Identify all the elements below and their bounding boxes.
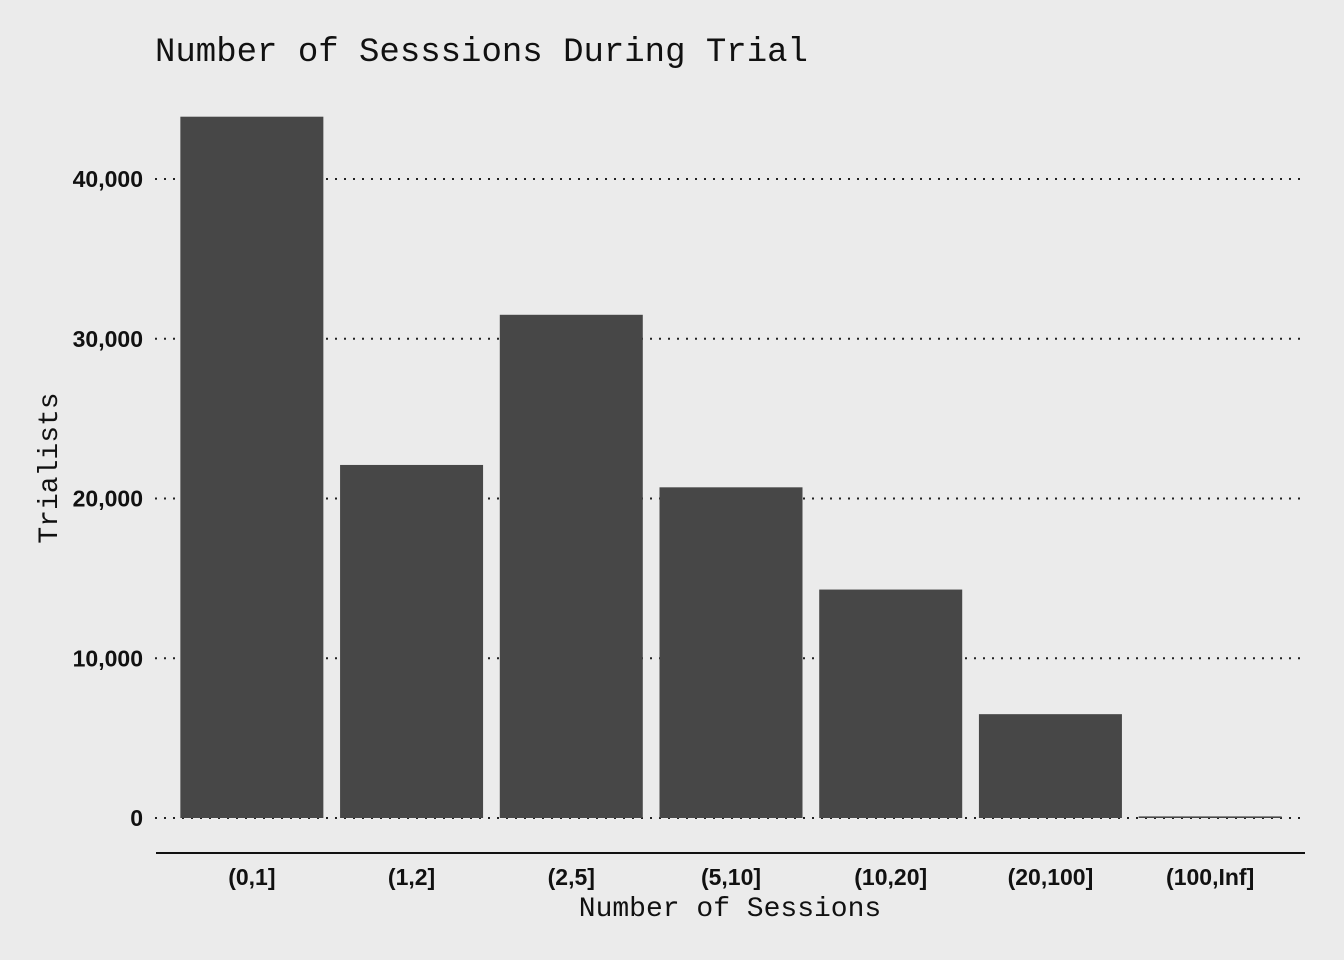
x-axis-title: Number of Sessions — [579, 894, 881, 925]
bar — [499, 314, 643, 818]
x-tick-label: (1,2] — [388, 864, 435, 890]
y-tick-label: 20,000 — [73, 486, 143, 512]
bar — [819, 589, 963, 818]
bar — [340, 464, 484, 818]
x-tick-label: (10,20] — [854, 864, 927, 890]
x-tick-label: (100,Inf] — [1166, 864, 1254, 890]
bar — [659, 487, 803, 818]
x-axis-tick-labels: (0,1] (1,2] (2,5] (5,10] (10,20] (20,100] (100… — [228, 864, 1254, 890]
y-tick-label: 10,000 — [73, 645, 143, 671]
x-tick-label: (0,1] — [228, 864, 275, 890]
y-axis-title: Trialists — [35, 392, 66, 543]
y-axis-tick-labels: 0 10,000 20,000 30,000 40,000 — [73, 166, 143, 831]
x-tick-label: (2,5] — [548, 864, 595, 890]
y-tick-label: 40,000 — [73, 166, 143, 192]
bar — [1138, 816, 1282, 818]
y-tick-label: 0 — [130, 805, 143, 831]
bar — [180, 116, 324, 818]
chart-title: Number of Sesssions During Trial — [155, 34, 808, 72]
bars — [180, 116, 1282, 818]
x-tick-label: (20,100] — [1008, 864, 1094, 890]
x-tick-label: (5,10] — [701, 864, 761, 890]
bar — [978, 714, 1122, 818]
y-tick-label: 30,000 — [73, 326, 143, 352]
